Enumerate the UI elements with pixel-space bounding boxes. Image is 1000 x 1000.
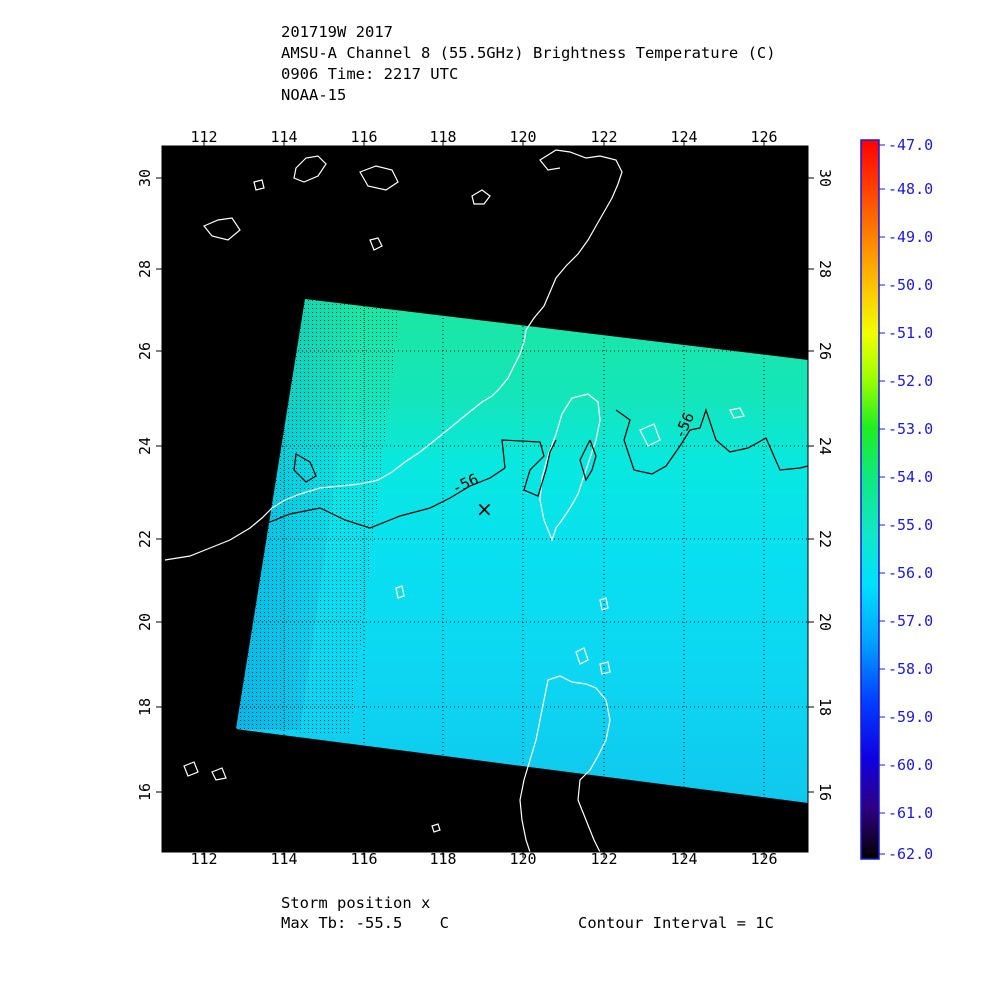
colorbar-label: -56.0 [888, 564, 933, 582]
lon-label: 126 [750, 128, 777, 146]
colorbar-label: -49.0 [888, 228, 933, 246]
lon-label: 118 [429, 850, 456, 868]
lat-label: 28 [816, 260, 834, 278]
colorbar [860, 139, 880, 860]
colorbar-ticks [879, 144, 885, 855]
colorbar-label: -47.0 [888, 136, 933, 154]
lat-label: 30 [136, 169, 154, 187]
lat-label: 18 [136, 698, 154, 716]
lon-label: 112 [190, 850, 217, 868]
swath-edge-stipple [236, 299, 400, 735]
lat-label: 28 [136, 260, 154, 278]
colorbar-label: -61.0 [888, 804, 933, 822]
lat-label: 24 [136, 437, 154, 455]
lon-labels-bottom: 112 114 116 118 120 122 124 126 [190, 850, 777, 868]
coastlines [164, 149, 745, 852]
colorbar-label: -62.0 [888, 845, 933, 863]
lat-label: 24 [816, 437, 834, 455]
lon-label: 112 [190, 128, 217, 146]
lat-label: 22 [816, 530, 834, 548]
lat-labels-left: 30 28 26 24 22 20 18 16 [136, 169, 154, 801]
lon-label: 114 [270, 128, 297, 146]
lon-ticks-bottom [203, 852, 765, 858]
contour-interval-label: Contour Interval = 1C [578, 914, 774, 932]
title-product: AMSU-A Channel 8 (55.5GHz) Brightness Te… [281, 44, 776, 62]
colorbar-label: -51.0 [888, 324, 933, 342]
lat-label: 30 [816, 169, 834, 187]
colorbar-label: -50.0 [888, 276, 933, 294]
lon-label: 114 [270, 850, 297, 868]
lat-label: 26 [136, 342, 154, 360]
colorbar-label: -52.0 [888, 372, 933, 390]
lon-label: 120 [509, 850, 536, 868]
title-time: 0906 Time: 2217 UTC [281, 65, 459, 83]
colorbar-label: -55.0 [888, 516, 933, 534]
lon-label: 116 [350, 850, 377, 868]
lon-label: 120 [509, 128, 536, 146]
max-tb-label: Max Tb: -55.5 C [281, 914, 449, 932]
colorbar-label: -53.0 [888, 420, 933, 438]
title-storm-id: 201719W 2017 [281, 23, 393, 41]
colorbar-label: -54.0 [888, 468, 933, 486]
colorbar-label: -59.0 [888, 708, 933, 726]
title-satellite: NOAA-15 [281, 86, 347, 104]
contour-lines [235, 408, 808, 539]
colorbar-label: -48.0 [888, 180, 933, 198]
lon-labels-top: 112 114 116 118 120 122 124 126 [190, 128, 777, 146]
lat-label: 22 [136, 530, 154, 548]
lat-label: 26 [816, 342, 834, 360]
lon-ticks-top [203, 140, 765, 146]
map-frame [161, 145, 809, 853]
lon-label: 124 [670, 850, 697, 868]
storm-position-legend: Storm position x [281, 894, 431, 912]
lat-labels-right: 30 28 26 24 22 20 18 16 [816, 169, 834, 801]
lon-label: 118 [429, 128, 456, 146]
grid-lines [162, 146, 808, 852]
lon-label: 124 [670, 128, 697, 146]
lat-label: 20 [816, 613, 834, 631]
lat-label: 16 [816, 783, 834, 801]
colorbar-label: -58.0 [888, 660, 933, 678]
lon-label: 116 [350, 128, 377, 146]
lat-label: 20 [136, 613, 154, 631]
lon-label: 126 [750, 850, 777, 868]
colorbar-labels: -47.0 -48.0 -49.0 -50.0 -51.0 -52.0 -53.… [888, 136, 933, 863]
lon-label: 122 [590, 850, 617, 868]
lat-label: 16 [136, 783, 154, 801]
colorbar-label: -57.0 [888, 612, 933, 630]
lat-ticks-right [808, 177, 814, 793]
colorbar-label: -60.0 [888, 756, 933, 774]
lat-ticks-left [156, 177, 162, 793]
storm-position-marker: × [476, 497, 493, 521]
lat-label: 18 [816, 698, 834, 716]
lon-label: 122 [590, 128, 617, 146]
